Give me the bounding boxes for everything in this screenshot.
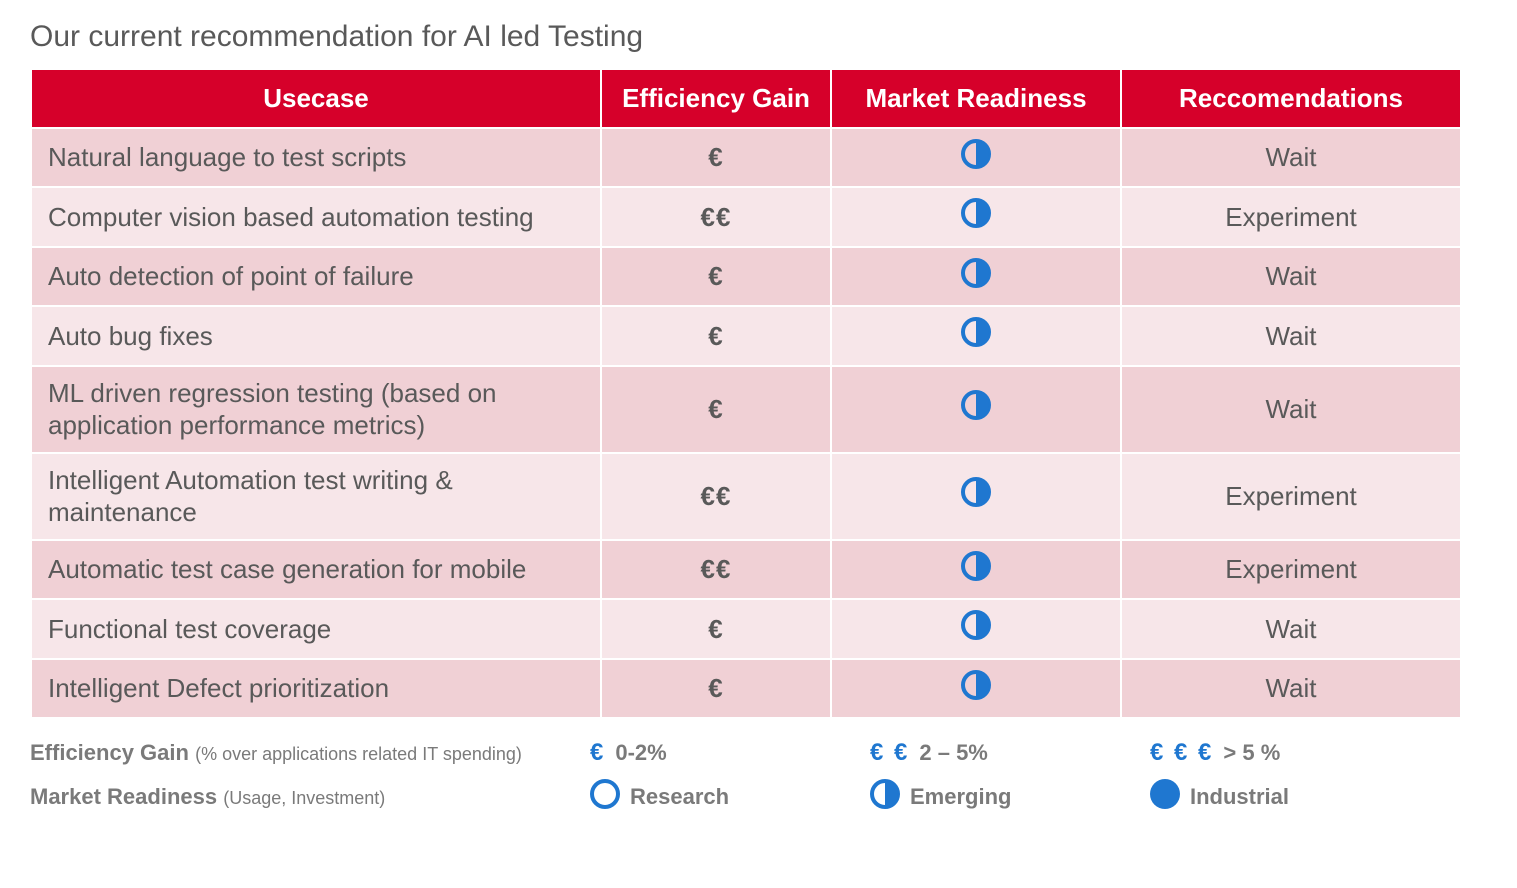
legend-item: Industrial	[1150, 779, 1430, 815]
emerging-icon	[870, 779, 900, 815]
cell-market-readiness	[831, 659, 1121, 719]
table-row: Auto detection of point of failure€ Wait	[31, 247, 1461, 307]
cell-usecase: Auto detection of point of failure	[31, 247, 601, 307]
col-header-usecase: Usecase	[31, 69, 601, 128]
cell-market-readiness	[831, 453, 1121, 540]
cell-efficiency: €	[601, 128, 831, 188]
emerging-icon	[961, 317, 991, 355]
cell-efficiency: €	[601, 366, 831, 453]
col-header-recommendation: Reccomendations	[1121, 69, 1461, 128]
page-title: Our current recommendation for AI led Te…	[30, 20, 1487, 54]
cell-usecase: ML driven regression testing (based on a…	[31, 366, 601, 453]
emerging-icon	[961, 551, 991, 589]
legend: Efficiency Gain (% over applications rel…	[30, 739, 1460, 815]
legend-label-efficiency: Efficiency Gain (% over applications rel…	[30, 740, 590, 766]
cell-recommendation: Wait	[1121, 659, 1461, 719]
cell-recommendation: Experiment	[1121, 187, 1461, 247]
emerging-icon	[961, 139, 991, 177]
cell-efficiency: €	[601, 599, 831, 659]
emerging-icon	[961, 477, 991, 515]
col-header-efficiency: Efficiency Gain	[601, 69, 831, 128]
legend-item: € € € > 5 %	[1150, 739, 1430, 767]
research-icon	[590, 779, 620, 815]
emerging-icon	[961, 670, 991, 708]
cell-recommendation: Wait	[1121, 366, 1461, 453]
cell-recommendation: Wait	[1121, 306, 1461, 366]
cell-recommendation: Experiment	[1121, 540, 1461, 600]
table-header-row: Usecase Efficiency Gain Market Readiness…	[31, 69, 1461, 128]
legend-row-market: Market Readiness (Usage, Investment) Res…	[30, 779, 1460, 815]
recommendation-table: Usecase Efficiency Gain Market Readiness…	[30, 68, 1462, 719]
cell-efficiency: €	[601, 659, 831, 719]
cell-usecase: Automatic test case generation for mobil…	[31, 540, 601, 600]
legend-text: > 5 %	[1223, 740, 1280, 766]
table-row: Automatic test case generation for mobil…	[31, 540, 1461, 600]
legend-label-market: Market Readiness (Usage, Investment)	[30, 784, 590, 810]
euro-icon: € €	[870, 739, 909, 767]
legend-text: Industrial	[1190, 784, 1289, 810]
cell-efficiency: €€	[601, 540, 831, 600]
legend-text: Research	[630, 784, 729, 810]
legend-item: € 0-2%	[590, 739, 870, 767]
euro-icon: € € €	[1150, 739, 1213, 767]
emerging-icon	[961, 390, 991, 428]
cell-market-readiness	[831, 187, 1121, 247]
euro-icon: €	[590, 739, 605, 767]
table-row: Functional test coverage€ Wait	[31, 599, 1461, 659]
cell-market-readiness	[831, 540, 1121, 600]
table-row: ML driven regression testing (based on a…	[31, 366, 1461, 453]
cell-usecase: Computer vision based automation testing	[31, 187, 601, 247]
cell-usecase: Natural language to test scripts	[31, 128, 601, 188]
legend-item: Emerging	[870, 779, 1150, 815]
cell-recommendation: Wait	[1121, 128, 1461, 188]
legend-item: Research	[590, 779, 870, 815]
cell-efficiency: €	[601, 247, 831, 307]
cell-market-readiness	[831, 128, 1121, 188]
cell-market-readiness	[831, 306, 1121, 366]
table-row: Computer vision based automation testing…	[31, 187, 1461, 247]
emerging-icon	[961, 198, 991, 236]
cell-efficiency: €€	[601, 187, 831, 247]
cell-recommendation: Wait	[1121, 599, 1461, 659]
legend-item: € € 2 – 5%	[870, 739, 1150, 767]
cell-efficiency: €€	[601, 453, 831, 540]
cell-usecase: Auto bug fixes	[31, 306, 601, 366]
legend-text: 0-2%	[615, 740, 666, 766]
cell-market-readiness	[831, 599, 1121, 659]
cell-efficiency: €	[601, 306, 831, 366]
table-row: Auto bug fixes€ Wait	[31, 306, 1461, 366]
emerging-icon	[961, 258, 991, 296]
cell-market-readiness	[831, 247, 1121, 307]
cell-market-readiness	[831, 366, 1121, 453]
industrial-icon	[1150, 779, 1180, 815]
table-row: Intelligent Defect prioritization€ Wait	[31, 659, 1461, 719]
legend-text: Emerging	[910, 784, 1011, 810]
table-row: Intelligent Automation test writing & ma…	[31, 453, 1461, 540]
cell-usecase: Functional test coverage	[31, 599, 601, 659]
cell-usecase: Intelligent Automation test writing & ma…	[31, 453, 601, 540]
table-row: Natural language to test scripts€ Wait	[31, 128, 1461, 188]
col-header-market: Market Readiness	[831, 69, 1121, 128]
cell-recommendation: Experiment	[1121, 453, 1461, 540]
legend-row-efficiency: Efficiency Gain (% over applications rel…	[30, 739, 1460, 767]
cell-recommendation: Wait	[1121, 247, 1461, 307]
legend-text: 2 – 5%	[919, 740, 988, 766]
emerging-icon	[961, 610, 991, 648]
cell-usecase: Intelligent Defect prioritization	[31, 659, 601, 719]
